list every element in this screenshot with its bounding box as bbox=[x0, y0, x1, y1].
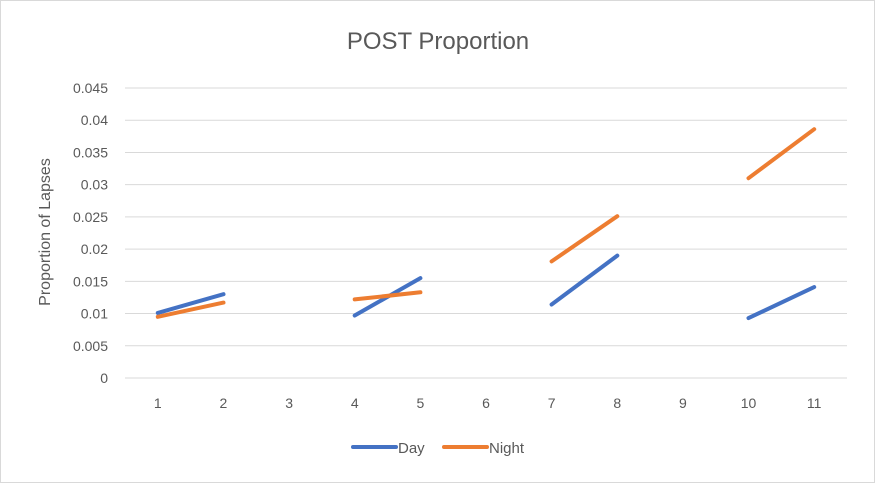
x-tick-label: 9 bbox=[679, 395, 687, 411]
series-line-segment bbox=[549, 253, 620, 307]
x-tick-label: 7 bbox=[548, 395, 556, 411]
x-tick-label: 3 bbox=[285, 395, 293, 411]
legend-label: Night bbox=[489, 440, 525, 457]
legend: Day Night bbox=[351, 440, 525, 457]
legend-label: Day bbox=[398, 440, 425, 457]
series-line-segment bbox=[746, 127, 817, 181]
series-night bbox=[155, 127, 817, 319]
y-axis-ticks: 0 0.005 0.01 0.015 0.02 0.025 0.03 0.035 0.04 0.0… bbox=[73, 80, 108, 386]
series-line-segment bbox=[746, 285, 817, 321]
y-tick-label: 0.03 bbox=[81, 177, 108, 193]
y-tick-label: 0.005 bbox=[73, 338, 108, 354]
y-tick-label: 0.015 bbox=[73, 273, 108, 289]
y-tick-label: 0.02 bbox=[81, 241, 108, 257]
legend-item-day: Day bbox=[351, 440, 425, 457]
y-axis-title: Proportion of Lapses bbox=[37, 158, 54, 306]
x-axis-ticks: 1 2 3 4 5 6 7 8 9 10 11 bbox=[154, 395, 822, 411]
series-lines bbox=[155, 127, 817, 321]
x-tick-label: 10 bbox=[741, 395, 757, 411]
y-tick-label: 0.04 bbox=[81, 112, 108, 128]
x-tick-label: 4 bbox=[351, 395, 359, 411]
x-tick-label: 2 bbox=[220, 395, 228, 411]
x-tick-label: 8 bbox=[613, 395, 621, 411]
gridlines bbox=[125, 87, 847, 379]
series-day bbox=[155, 253, 817, 321]
y-tick-label: 0.01 bbox=[81, 306, 108, 322]
series-line-segment bbox=[155, 292, 226, 315]
series-line-segment bbox=[155, 300, 226, 319]
chart-title: POST Proportion bbox=[347, 28, 529, 55]
y-tick-label: 0.045 bbox=[73, 80, 108, 96]
series-line-segment bbox=[352, 290, 423, 302]
x-tick-label: 11 bbox=[807, 395, 822, 411]
y-tick-label: 0.025 bbox=[73, 209, 108, 225]
legend-item-night: Night bbox=[442, 440, 525, 457]
x-tick-label: 5 bbox=[416, 395, 424, 411]
x-tick-label: 6 bbox=[482, 395, 490, 411]
x-tick-label: 1 bbox=[154, 395, 162, 411]
series-line-segment bbox=[549, 214, 620, 264]
y-tick-label: 0 bbox=[100, 370, 108, 386]
y-tick-label: 0.035 bbox=[73, 144, 108, 160]
